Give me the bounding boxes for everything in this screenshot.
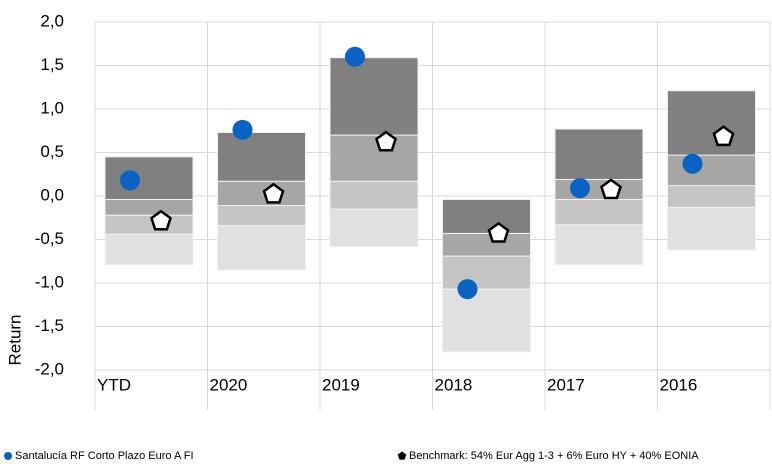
y-tick-label: -1,0 [35, 272, 64, 291]
quartile-band [442, 198, 531, 234]
x-tick-label: 2020 [210, 375, 248, 394]
quartile-band [554, 178, 644, 200]
x-tick-label: 2018 [435, 375, 473, 394]
quartile-band [104, 156, 194, 200]
benchmark-marker [150, 209, 172, 231]
y-tick-label: 0,0 [40, 185, 64, 204]
quartile-band [667, 206, 756, 251]
quartile-band [442, 288, 531, 353]
legend-label: Santalucía RF Corto Plazo Euro A FI [15, 450, 194, 462]
fund-marker [457, 279, 478, 300]
quartile-band [217, 225, 306, 271]
legend-marker [4, 452, 12, 460]
y-tick-label: 1,5 [40, 55, 64, 74]
benchmark-marker [375, 130, 397, 152]
quartile-band [667, 154, 756, 187]
x-tick-label: 2019 [322, 375, 360, 394]
quartile-band [217, 205, 306, 227]
y-tick-label: 2,0 [40, 11, 64, 30]
fund-marker [682, 153, 703, 174]
fund-marker [345, 46, 365, 67]
benchmark-marker [487, 221, 510, 243]
y-tick-label: 0,5 [40, 142, 64, 161]
fund-marker [570, 178, 590, 199]
legend-label: Benchmark: 54% Eur Agg 1-3 + 6% Euro HY … [409, 450, 699, 462]
quartile-band [329, 134, 419, 182]
y-tick-label: -0,5 [35, 229, 64, 248]
benchmark-marker [262, 182, 285, 204]
quartile-band [554, 128, 644, 180]
quartile-band [442, 232, 531, 257]
quartile-band [329, 180, 419, 210]
benchmark-marker [600, 178, 622, 200]
fund-marker [120, 170, 140, 191]
x-tick-label: YTD [97, 375, 131, 394]
quartile-band [217, 131, 306, 182]
quartile-band [104, 233, 194, 266]
y-tick-label: -2,0 [35, 359, 64, 378]
y-axis-label: Return [5, 314, 24, 365]
quartile-band [667, 90, 756, 156]
quartile-band [217, 180, 306, 207]
y-tick-label: 1,0 [40, 98, 64, 117]
fund-marker [232, 119, 253, 140]
quartile-band [329, 57, 419, 136]
quartile-band [554, 198, 644, 226]
quartile-band [442, 255, 531, 290]
benchmark-marker [712, 125, 735, 147]
quartile-band [104, 198, 194, 216]
quartile-band [329, 208, 419, 247]
legend-marker [397, 451, 407, 460]
quartile-band [667, 185, 756, 208]
quartile-band [554, 224, 644, 266]
x-tick-label: 2017 [547, 375, 585, 394]
quartile-band [104, 214, 194, 235]
y-tick-label: -1,5 [35, 316, 64, 335]
x-tick-label: 2016 [660, 375, 698, 394]
